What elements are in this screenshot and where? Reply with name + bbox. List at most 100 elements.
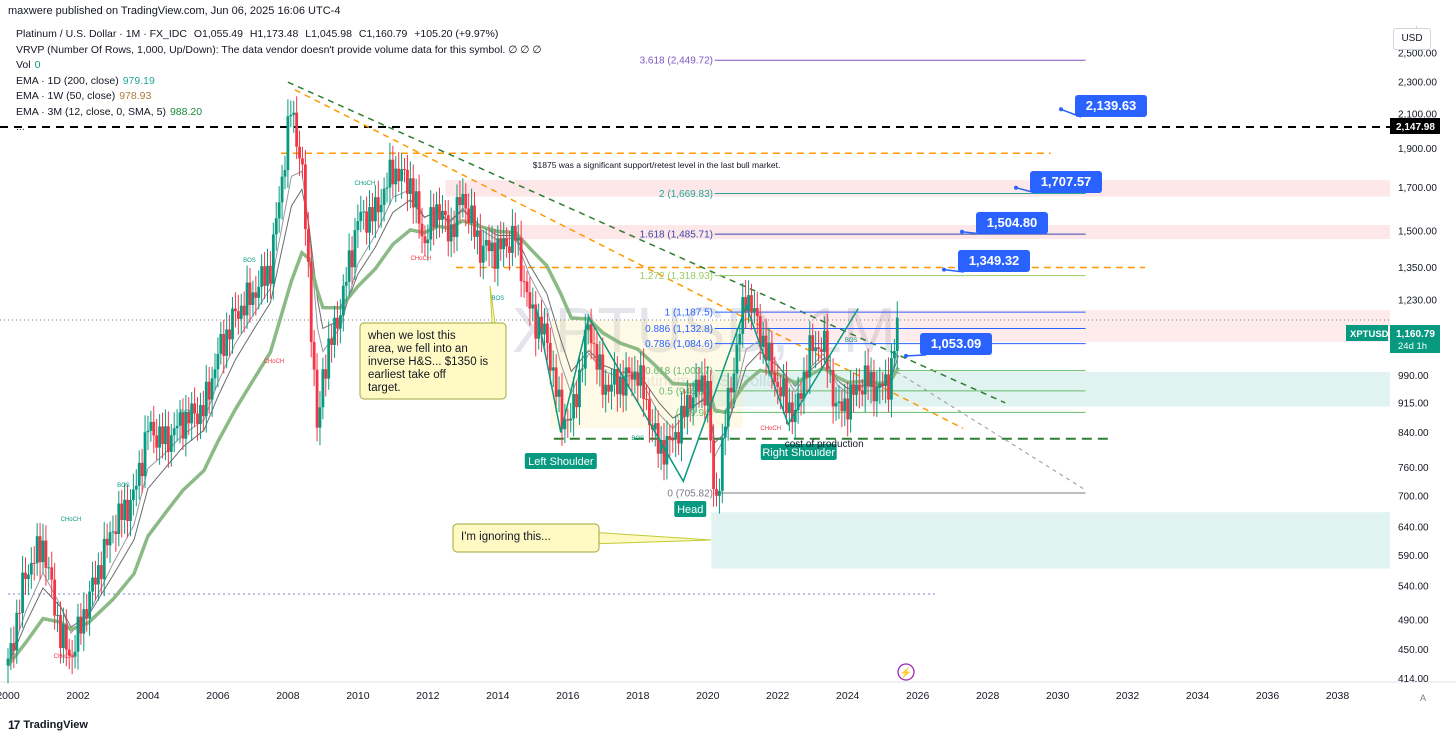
- candle-body: [397, 168, 401, 182]
- candle-body: [604, 384, 608, 395]
- candle-body: [373, 197, 377, 222]
- candle-body: [263, 266, 266, 286]
- currency-button[interactable]: USD: [1393, 28, 1431, 50]
- candle-body: [333, 317, 336, 345]
- candle-body: [820, 349, 823, 352]
- candle-body: [805, 371, 809, 378]
- tradingview-brand: TradingView: [23, 719, 88, 731]
- candle-body: [843, 398, 847, 412]
- candle-body: [38, 536, 42, 563]
- ema2-value: 978.93: [119, 90, 152, 102]
- ema2-row[interactable]: EMA · 1W (50, close) 978.93: [16, 89, 542, 105]
- ema3-row[interactable]: EMA · 3M (12, close, 0, SMA, 5) 988.20: [16, 105, 542, 121]
- inverse-hs-pattern: [535, 303, 859, 484]
- candle-body: [799, 393, 803, 399]
- candle-body: [668, 436, 672, 440]
- candle-body: [35, 536, 39, 564]
- candle-body: [140, 462, 144, 477]
- x-tick-12: 2024: [836, 690, 860, 702]
- candle-body: [732, 373, 736, 393]
- candle-body: [85, 609, 89, 619]
- structure-label-5: CHoCH: [411, 256, 432, 262]
- candle-body: [642, 365, 646, 399]
- candle-body: [394, 168, 398, 185]
- candle-body: [283, 170, 287, 177]
- candle-body: [327, 338, 331, 379]
- structure-label-4: CHoCH: [355, 181, 376, 187]
- candle-body: [175, 425, 179, 429]
- candle-body: [846, 398, 850, 420]
- candle-body: [15, 612, 19, 651]
- vol-row[interactable]: Vol 0: [16, 58, 542, 74]
- structure-label-7: BOS: [631, 436, 644, 442]
- candle-body: [840, 401, 844, 412]
- candle-body: [834, 403, 838, 407]
- target-bg-0: [1075, 95, 1147, 117]
- ema3-value: 988.20: [169, 105, 203, 118]
- candle-body: [712, 440, 715, 490]
- candle-body: [872, 371, 876, 402]
- candle-body: [822, 330, 826, 352]
- candle-body: [131, 489, 135, 501]
- candle-body: [467, 208, 471, 223]
- candle-body: [700, 375, 704, 392]
- ohlc-change: +105.20 (+9.97%): [414, 28, 499, 40]
- candle-body: [540, 316, 543, 335]
- candle-body: [598, 354, 602, 370]
- ema1-row[interactable]: EMA · 1D (200, close) 979.19: [16, 74, 542, 90]
- ohlc-close: C1,160.79: [358, 28, 408, 40]
- candle-body: [473, 205, 476, 237]
- candle-body: [356, 221, 360, 231]
- candle-body: [735, 344, 739, 374]
- structure-label-3: BOS: [243, 258, 256, 264]
- symbol-row[interactable]: Platinum / U.S. Dollar · 1M · FX_IDC O1,…: [16, 27, 542, 43]
- candle-body: [764, 335, 768, 361]
- candle-body: [802, 371, 806, 399]
- ohlc-high: H1,173.48: [249, 28, 299, 40]
- candle-body: [152, 421, 156, 436]
- candle-body: [292, 112, 296, 115]
- candle-body: [519, 237, 523, 282]
- y-tick-1: 2,300.00: [1398, 78, 1437, 89]
- candle-body: [114, 531, 118, 535]
- candle-body: [365, 211, 369, 233]
- candle-body: [120, 503, 124, 521]
- ignoring-note-line-0: I'm ignoring this...: [461, 531, 551, 543]
- candle-body: [286, 116, 290, 171]
- x-tick-6: 2012: [416, 690, 440, 702]
- fib-label-6: 0.786 (1,084.6): [645, 339, 713, 350]
- candle-body: [589, 324, 593, 344]
- candle-body: [222, 333, 226, 356]
- publish-info: maxwere published on TradingView.com, Ju…: [8, 5, 341, 17]
- candle-body: [50, 567, 54, 580]
- candle-body: [234, 308, 237, 312]
- candle-body: [595, 344, 599, 370]
- candle-body: [720, 437, 724, 491]
- structure-label-1: BOS: [117, 483, 130, 489]
- candle-body: [892, 351, 896, 359]
- inverse-hs-note-line-3: earliest take off: [368, 369, 447, 381]
- candle-body: [169, 435, 173, 452]
- candle-body: [166, 426, 170, 452]
- fib-label-4: 1 (1,187.5): [665, 308, 713, 319]
- candle-body: [586, 324, 590, 330]
- candle-body: [269, 265, 272, 284]
- candle-body: [578, 369, 581, 408]
- target-bg-1: [1030, 171, 1102, 193]
- candle-body: [24, 572, 27, 579]
- candle-body: [146, 430, 150, 433]
- x-tick-14: 2028: [976, 690, 1000, 702]
- candle-body: [94, 577, 97, 585]
- candle-body: [382, 188, 386, 205]
- candle-body: [531, 304, 535, 309]
- candle-body: [750, 295, 753, 313]
- fib-label-10: 0 (705.82): [667, 489, 713, 500]
- candle-body: [228, 329, 231, 340]
- vrvp-row[interactable]: VRVP (Number Of Rows, 1,000, Up/Down): T…: [16, 43, 542, 56]
- fib-label-8: 0.5 (946.82): [659, 386, 713, 397]
- legend-more[interactable]: ...: [16, 121, 25, 133]
- candle-body: [260, 266, 264, 287]
- y-tick-4: 1,700.00: [1398, 183, 1437, 194]
- candle-body: [464, 194, 468, 209]
